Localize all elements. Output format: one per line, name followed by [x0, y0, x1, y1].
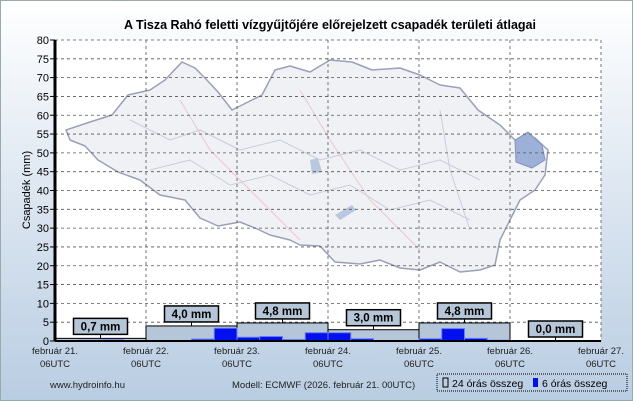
- bar-label: 4,8 mm: [445, 306, 485, 318]
- x-tick-date: február 22.: [123, 346, 169, 357]
- x-tick-time: 06UTC: [131, 359, 161, 370]
- legend-swatch-24h: [442, 377, 449, 388]
- y-tick-label: 20: [37, 261, 49, 273]
- x-tick-date: február 23.: [214, 346, 260, 357]
- x-tick-date: február 27.: [578, 346, 624, 357]
- bar-6h: [304, 332, 329, 342]
- y-axis-label: Csapadék (mm): [21, 151, 33, 229]
- bar-label: 4,8 mm: [263, 306, 303, 318]
- x-tick-date: február 25.: [396, 346, 442, 357]
- y-tick-label: 15: [37, 280, 49, 292]
- legend-swatch-6h: [533, 378, 538, 387]
- bar-label-box: [527, 320, 584, 338]
- y-tick-label: 40: [37, 186, 49, 198]
- y-tick-label: 50: [37, 148, 49, 160]
- y-tick-label: 10: [37, 298, 49, 310]
- y-tick-label: 35: [37, 204, 49, 216]
- bar-label-box: [72, 317, 129, 336]
- y-tick-label: 30: [37, 223, 49, 235]
- legend-label-24h: 24 órás összeg: [452, 378, 523, 390]
- chart-title: A Tisza Rahó feletti vízgyűjtőjére előre…: [124, 18, 536, 32]
- y-tick-label: 65: [37, 91, 49, 103]
- x-tick-time: 06UTC: [495, 359, 525, 370]
- bar-6h: [441, 328, 465, 342]
- y-tick-label: 55: [37, 129, 49, 141]
- bar-label: 3,0 mm: [354, 313, 394, 325]
- y-tick-label: 75: [37, 54, 49, 66]
- y-tick-label: 45: [37, 167, 49, 179]
- bar-label-box: [436, 302, 493, 320]
- x-tick-time: 06UTC: [222, 359, 252, 370]
- bar-label-box: [345, 308, 402, 327]
- x-tick-time: 06UTC: [313, 359, 343, 370]
- x-tick-time: 06UTC: [404, 359, 434, 370]
- x-tick-time: 06UTC: [40, 359, 70, 370]
- y-tick-label: 60: [37, 110, 49, 122]
- legend-label-6h: 6 órás összeg: [542, 378, 608, 390]
- x-tick-time: 06UTC: [586, 359, 616, 370]
- bar-label: 4,0 mm: [172, 309, 212, 321]
- bar-label: 0,0 mm: [536, 324, 576, 336]
- legend: 24 órás összeg 6 órás összeg: [436, 373, 628, 392]
- y-tick-label: 25: [37, 242, 49, 254]
- y-tick-label: 5: [43, 317, 49, 329]
- x-tick-date: február 24.: [305, 346, 351, 357]
- y-tick-label: 80: [37, 35, 49, 47]
- map-background: [65, 59, 549, 273]
- bar-6h: [327, 332, 352, 342]
- y-tick-label: 70: [37, 73, 49, 85]
- website-link[interactable]: www.hydroinfo.hu: [49, 380, 125, 391]
- bar-6h: [213, 327, 238, 342]
- x-tick-date: február 21.: [32, 346, 78, 357]
- model-info: Modell: ECMWF (2026. február 21. 00UTC): [232, 380, 415, 391]
- bar-label: 0,7 mm: [81, 321, 121, 333]
- bar-label-box: [163, 305, 220, 323]
- y-tick-label: 0: [43, 336, 49, 348]
- bar-label-box: [254, 302, 311, 320]
- x-tick-date: február 26.: [487, 346, 533, 357]
